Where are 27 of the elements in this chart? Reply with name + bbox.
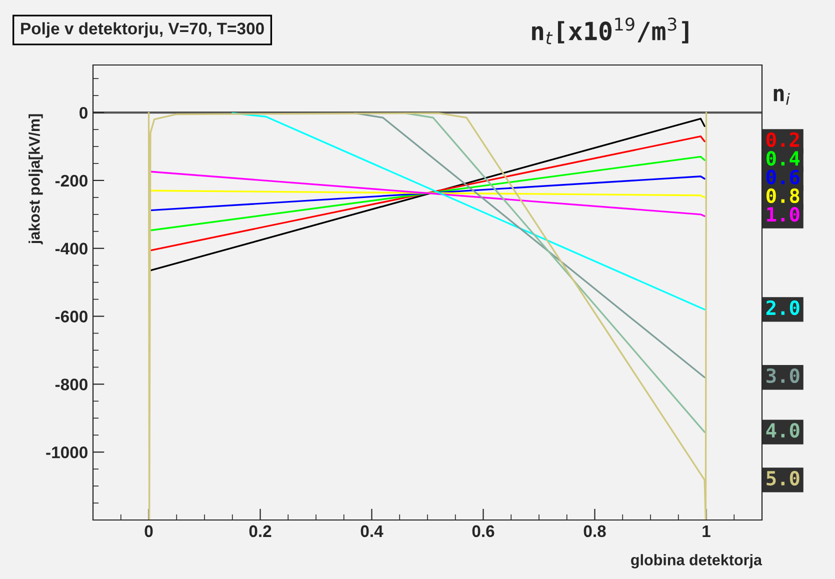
- y-tick-label: -600: [55, 310, 88, 322]
- text: 0.8: [766, 188, 800, 204]
- text: 4.0: [766, 422, 800, 438]
- text: 0.6: [766, 170, 800, 184]
- chart-title: Polje v detektorju, V=70, T=300: [21, 22, 264, 38]
- x-tick-label: 0.6: [472, 525, 494, 538]
- text: n$_{t}$[x10$^{19}$/m$^{3}$]: [532, 18, 688, 44]
- x-tick-label: 0.4: [360, 525, 384, 538]
- text: 0.2: [766, 132, 799, 148]
- text: 2.0: [766, 300, 800, 316]
- text: 1.0: [767, 207, 800, 222]
- y-tick-label: -800: [55, 378, 88, 390]
- legend-title: n$_{i}$: [774, 88, 790, 105]
- y-tick-label: 0: [80, 106, 88, 119]
- x-tick-label: 0: [144, 525, 153, 538]
- y-tick-label: -400: [55, 242, 88, 255]
- text: 5.0: [766, 470, 800, 486]
- x-axis-title: globina detektorja: [631, 554, 762, 568]
- text: 3.0: [766, 368, 800, 384]
- y-axis-title: jakost polja[kV/m]: [28, 114, 43, 244]
- x-tick-label: 0.8: [584, 525, 606, 538]
- y-tick-label: -1000: [46, 446, 88, 458]
- y-tick-label: -200: [55, 174, 88, 187]
- x-tick-label: 0.2: [249, 525, 272, 538]
- text: 0.4: [766, 151, 800, 166]
- line-series: [148, 112, 708, 520]
- x-tick-label: 1: [702, 525, 710, 537]
